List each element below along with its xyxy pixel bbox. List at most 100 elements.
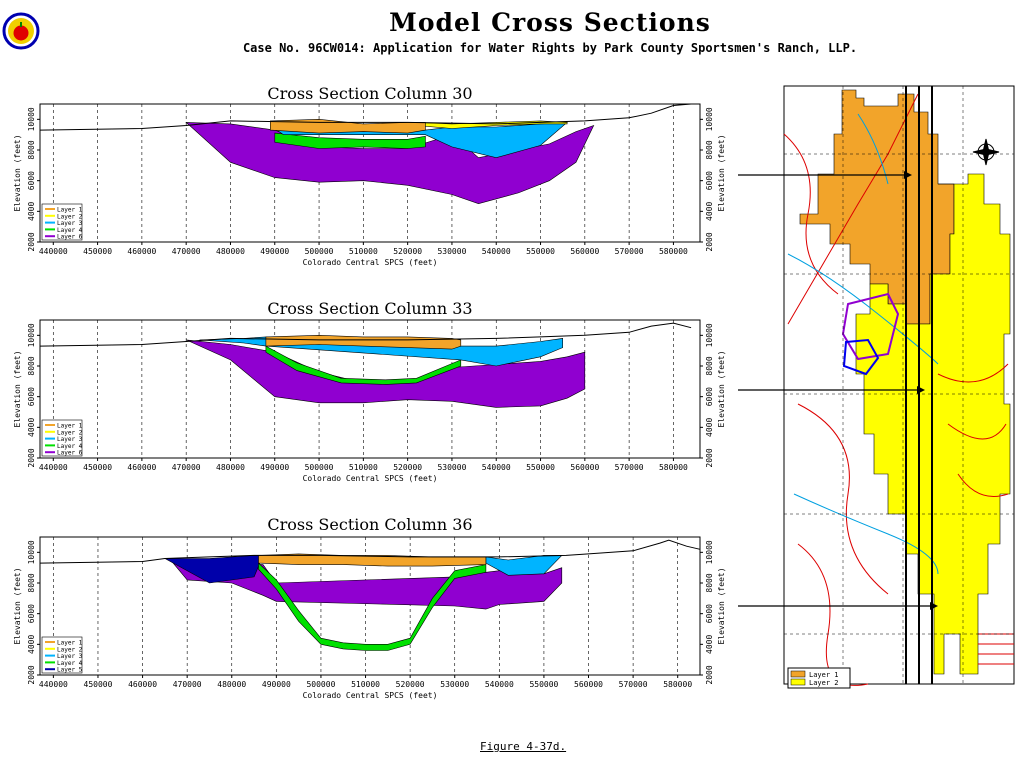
y-tick-label-left: 2000 xyxy=(27,665,36,684)
cross-section-chart-column-36: 440000 450000 460000 470000 480000 490000 5000… xyxy=(13,536,726,700)
legend-label: Layer 3 xyxy=(57,653,83,660)
legend-label: Layer 3 xyxy=(57,220,83,227)
reservoir xyxy=(842,338,880,376)
y-tick-label-left: 4000 xyxy=(27,202,36,221)
x-tick-label: 580000 xyxy=(659,463,688,472)
y-tick-label-right: 6000 xyxy=(705,387,714,406)
y-tick-label-right: 6000 xyxy=(705,171,714,190)
legend-label: Layer 5 xyxy=(57,667,83,674)
x-tick-label: 570000 xyxy=(615,247,644,256)
legend-label: Layer 4 xyxy=(57,443,83,450)
x-tick-label: 480000 xyxy=(216,247,245,256)
x-tick-label: 540000 xyxy=(485,680,514,689)
y-tick-label-left: 2000 xyxy=(27,448,36,467)
ground-surface-line xyxy=(39,539,701,564)
legend-label: Layer 6 xyxy=(57,234,83,241)
y-tick-label-left: 8000 xyxy=(27,573,36,592)
x-tick-label: 560000 xyxy=(570,463,599,472)
ground-surface-line xyxy=(39,103,692,131)
x-tick-label: 500000 xyxy=(305,247,334,256)
layer-polygon-layer-3 xyxy=(485,555,563,576)
ground-surface-line xyxy=(39,322,692,347)
layer-polygon-layer-6 xyxy=(186,339,586,408)
x-tick-label: 540000 xyxy=(482,463,511,472)
x-tick-label: 550000 xyxy=(529,680,558,689)
chart-title: Cross Section Column 33 xyxy=(267,299,473,318)
legend-label: Layer 2 xyxy=(57,429,83,436)
y-tick-label-right: 2000 xyxy=(705,232,714,251)
x-tick-label: 530000 xyxy=(440,680,469,689)
state-seal-logo xyxy=(2,12,40,50)
section-arrows xyxy=(738,174,930,607)
legend-label: Layer 1 xyxy=(57,207,83,214)
y-tick-label-right: 8000 xyxy=(705,140,714,159)
x-tick-label: 550000 xyxy=(526,247,555,256)
y-tick-label-left: 10000 xyxy=(27,540,36,564)
y-tick-label-left: 6000 xyxy=(27,387,36,406)
y-tick-label-right: 2000 xyxy=(705,665,714,684)
x-axis-label: Colorado Central SPCS (feet) xyxy=(303,258,438,267)
x-tick-label: 440000 xyxy=(39,680,68,689)
plot-frame xyxy=(39,536,701,676)
y-tick-label-left: 10000 xyxy=(27,107,36,131)
x-tick-label: 540000 xyxy=(482,247,511,256)
x-tick-label: 480000 xyxy=(217,680,246,689)
y-tick-label-right: 2000 xyxy=(705,448,714,467)
model-grid-map: Layer 1 Layer 2 xyxy=(738,85,1015,689)
x-tick-label: 510000 xyxy=(351,680,380,689)
page-title: Model Cross Sections xyxy=(389,8,711,37)
y-tick-label-right: 8000 xyxy=(705,573,714,592)
layer-polygon-layer-4 xyxy=(265,345,462,385)
x-tick-label: 450000 xyxy=(83,463,112,472)
x-tick-label: 520000 xyxy=(393,247,422,256)
x-tick-label: 450000 xyxy=(83,247,112,256)
y-tick-label-right: 4000 xyxy=(705,418,714,437)
x-tick-label: 530000 xyxy=(437,247,466,256)
legend-label: Layer 1 xyxy=(57,640,83,647)
y-tick-label-left: 8000 xyxy=(27,356,36,375)
y-tick-label-left: 6000 xyxy=(27,604,36,623)
x-tick-label: 470000 xyxy=(172,247,201,256)
y-tick-label-left: 10000 xyxy=(27,323,36,347)
x-tick-label: 580000 xyxy=(663,680,692,689)
plot-frame xyxy=(39,319,701,459)
x-tick-label: 520000 xyxy=(396,680,425,689)
x-tick-label: 570000 xyxy=(619,680,648,689)
legend-label: Layer 3 xyxy=(57,436,83,443)
legend-label: Layer 2 xyxy=(57,646,83,653)
x-tick-label: 440000 xyxy=(39,247,68,256)
compass-icon xyxy=(972,138,1000,166)
plot-frame xyxy=(39,103,701,243)
x-tick-label: 580000 xyxy=(659,247,688,256)
legend-label: Layer 4 xyxy=(57,660,83,667)
chart-title: Cross Section Column 36 xyxy=(267,515,473,534)
y-tick-label-left: 4000 xyxy=(27,418,36,437)
x-tick-label: 490000 xyxy=(260,463,289,472)
map-grid xyxy=(784,86,1014,684)
y-tick-label-right: 4000 xyxy=(705,202,714,221)
cross-section-chart-column-30: 440000 450000 460000 470000 480000 490000 5000… xyxy=(13,103,726,267)
x-tick-label: 460000 xyxy=(127,247,156,256)
x-tick-label: 480000 xyxy=(216,463,245,472)
x-axis-label: Colorado Central SPCS (feet) xyxy=(303,474,438,483)
x-axis-label: Colorado Central SPCS (feet) xyxy=(303,691,438,700)
y-axis-label-right: Elevation (feet) xyxy=(717,350,726,427)
y-tick-label-right: 8000 xyxy=(705,356,714,375)
x-tick-label: 550000 xyxy=(526,463,555,472)
legend-label: Layer 4 xyxy=(57,227,83,234)
x-tick-label: 440000 xyxy=(39,463,68,472)
y-axis-label-right: Elevation (feet) xyxy=(717,567,726,644)
map-legend-layer2: Layer 2 xyxy=(809,679,839,687)
x-tick-label: 560000 xyxy=(570,247,599,256)
layer-polygon-layer-1 xyxy=(265,334,462,350)
y-tick-label-left: 2000 xyxy=(27,232,36,251)
x-tick-label: 500000 xyxy=(306,680,335,689)
page-subtitle: Case No. 96CW014: Application for Water … xyxy=(242,41,858,55)
y-axis-label-right: Elevation (feet) xyxy=(717,134,726,211)
x-tick-label: 460000 xyxy=(127,463,156,472)
legend-label: Layer 1 xyxy=(57,423,83,430)
y-tick-label-right: 6000 xyxy=(705,604,714,623)
x-tick-label: 560000 xyxy=(574,680,603,689)
x-tick-label: 460000 xyxy=(128,680,157,689)
x-tick-label: 530000 xyxy=(437,463,466,472)
